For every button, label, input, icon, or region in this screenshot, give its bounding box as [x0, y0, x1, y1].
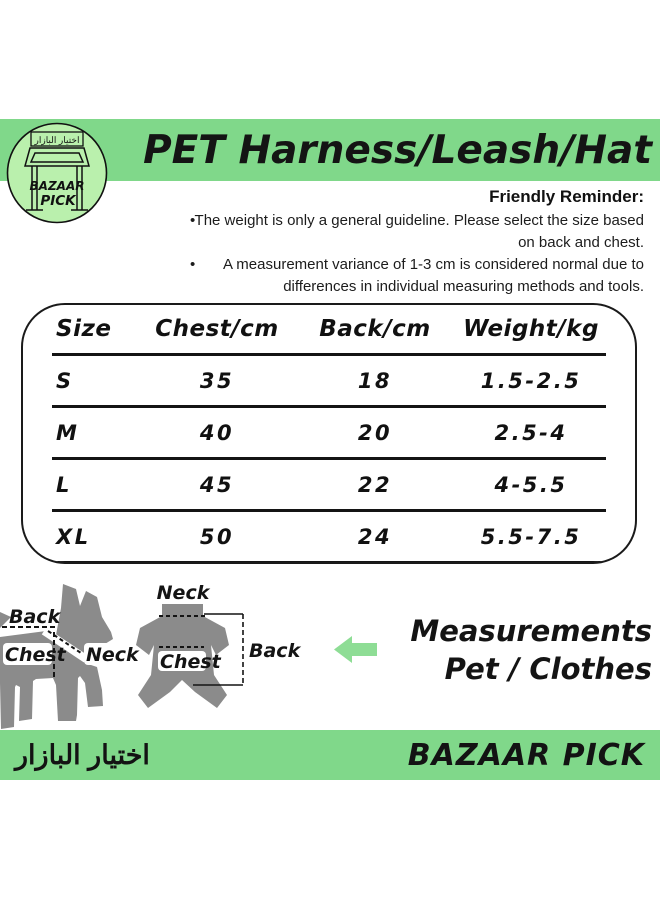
measurements-caption: Measurements Pet / Clothes	[410, 612, 652, 688]
column-header-weight: Weight/kg	[463, 316, 599, 342]
column-header-size: Size	[56, 316, 112, 342]
cell-size: S	[56, 368, 74, 393]
logo-brand-line1: BAZAAR	[30, 179, 85, 193]
friendly-reminder: Friendly Reminder: The weight is only a …	[182, 186, 644, 298]
neck-gap	[41, 627, 89, 663]
dog-chest-label: Chest	[5, 644, 67, 666]
logo-arabic-box	[30, 131, 84, 147]
cell-back: 18	[357, 368, 393, 393]
cell-weight: 1.5-2.5	[480, 368, 582, 393]
reminder-heading: Friendly Reminder:	[489, 187, 644, 206]
table-row-l: L 45 22 4-5.5	[52, 460, 606, 512]
cell-back: 20	[357, 420, 393, 445]
column-header-chest: Chest/cm	[155, 316, 279, 342]
column-header-back: Back/cm	[319, 316, 431, 342]
reminder-bullet-2: A measurement variance of 1-3 cm is cons…	[182, 254, 644, 298]
clothes-measurement-diagram: Chest Neck Back	[136, 582, 302, 708]
caption-line1: Measurements	[410, 614, 652, 648]
header-band: PET Harness/Leash/Hat	[0, 119, 660, 181]
dog-silhouette	[0, 584, 113, 729]
dog-chest-label-bg	[3, 643, 52, 665]
left-arrow-icon	[334, 636, 377, 663]
clothes-back-label: Back	[249, 640, 302, 662]
clothes-chest-label-bg	[158, 651, 206, 671]
footer-arabic-text: اختيار البازار	[15, 739, 150, 770]
reminder-bullet-1: The weight is only a general guideline. …	[182, 210, 644, 254]
page-title: PET Harness/Leash/Hat	[143, 127, 652, 173]
cell-weight: 2.5-4	[494, 420, 568, 445]
dog-neck-label: Neck	[86, 644, 140, 666]
bazaar-pick-logo: اختيار البازار BAZAAR PICK	[6, 122, 108, 224]
logo-arabic-text: اختيار البازار	[34, 135, 80, 146]
cell-weight: 5.5-7.5	[480, 524, 582, 549]
dog-back-label: Back	[9, 606, 62, 628]
cell-size: M	[56, 420, 80, 445]
cell-chest: 35	[199, 368, 235, 393]
table-row-s: S 35 18 1.5-2.5	[52, 356, 606, 408]
cell-chest: 40	[199, 420, 235, 445]
dog-measurement-diagram: Back Chest Neck	[0, 584, 140, 729]
cell-chest: 45	[199, 472, 235, 497]
footer-band: اختيار البازار BAZAAR PICK	[0, 730, 660, 780]
size-table-header-row: Size Chest/cm Back/cm Weight/kg	[52, 305, 606, 356]
gate-icon	[24, 147, 90, 211]
table-row-xl: XL 50 24 5.5-7.5	[52, 512, 606, 562]
cell-chest: 50	[199, 524, 235, 549]
cell-weight: 4-5.5	[494, 472, 568, 497]
dog-neck-label-bg	[84, 643, 128, 665]
cell-size: XL	[56, 524, 91, 549]
footer-brand-text: BAZAAR PICK	[407, 737, 645, 773]
cell-back: 22	[357, 472, 393, 497]
caption-line2: Pet / Clothes	[444, 652, 652, 686]
cell-size: L	[56, 472, 72, 497]
cell-back: 24	[357, 524, 393, 549]
table-row-m: M 40 20 2.5-4	[52, 408, 606, 460]
clothes-chest-label: Chest	[160, 651, 222, 673]
size-table: Size Chest/cm Back/cm Weight/kg S 35 18 …	[21, 303, 637, 564]
dog-tail	[0, 612, 11, 628]
logo-brand-line2: PICK	[40, 193, 77, 209]
clothes-collar	[162, 604, 203, 617]
clothes-neck-label: Neck	[157, 582, 211, 604]
